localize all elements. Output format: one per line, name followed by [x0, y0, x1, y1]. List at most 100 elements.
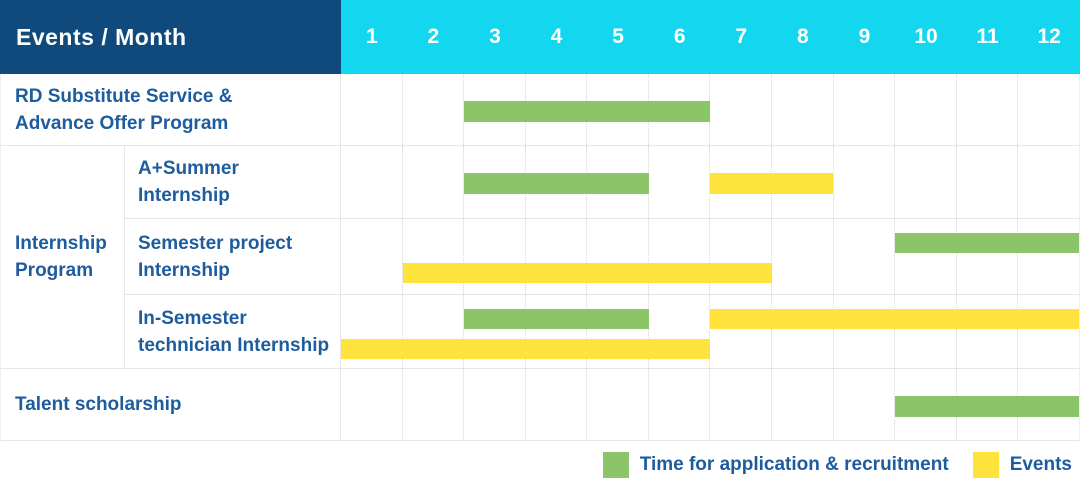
application-bar — [464, 309, 649, 329]
row-label: A+Summer Internship — [125, 146, 341, 218]
month-grid-cell — [894, 146, 956, 218]
month-grid-cell — [955, 74, 1018, 145]
month-grid-cell — [524, 295, 587, 368]
row-label-line: technician Internship — [138, 334, 330, 356]
month-grid-cell — [586, 219, 648, 294]
month-grid-cell — [771, 295, 833, 368]
month-grid-cell — [771, 369, 833, 440]
month-grid-cell — [341, 369, 402, 440]
row-track — [341, 295, 1079, 368]
application-bar — [464, 173, 649, 194]
month-grid-cell — [832, 74, 895, 145]
row-track — [341, 146, 1079, 218]
month-grid-cell — [894, 74, 956, 145]
legend-item-application: Time for application & recruitment — [602, 452, 949, 478]
month-header-6: 6 — [673, 25, 686, 48]
events-month-header-cell: Events / Month — [0, 0, 341, 74]
row-label: RD Substitute Service & Advance Offer Pro… — [1, 74, 341, 145]
legend: Time for application & recruitment Event… — [602, 452, 1072, 478]
month-header-8: 8 — [796, 25, 809, 48]
group-label-line: Internship — [15, 233, 107, 254]
row-track — [341, 74, 1079, 145]
legend-label: Time for application & recruitment — [639, 454, 949, 475]
month-grid-cell — [709, 369, 771, 440]
row-label-line: RD Substitute Service & — [15, 85, 233, 107]
month-grid-cell — [647, 219, 710, 294]
table-row: Semester project Internship — [125, 218, 1079, 294]
month-grid-cell — [401, 146, 464, 218]
month-grid-cell — [586, 369, 648, 440]
month-grid-cell — [771, 219, 833, 294]
table-row: A+Summer Internship — [125, 146, 1079, 218]
month-grid-cell — [955, 219, 1018, 294]
month-grid-cell — [1017, 146, 1079, 218]
table-row: In-Semester technician Internship — [125, 294, 1079, 368]
month-grid-cell — [832, 369, 895, 440]
row-track — [341, 219, 1079, 294]
row-track — [341, 369, 1079, 440]
group-label: Internship Program — [1, 146, 125, 368]
row-label-line: Internship — [138, 185, 230, 206]
month-header-11: 11 — [976, 25, 999, 48]
month-grid-cell — [463, 369, 525, 440]
row-label-line: A+Summer — [138, 158, 239, 179]
month-grid-cell — [955, 146, 1018, 218]
month-grid-cell — [709, 219, 771, 294]
month-grid-cell — [709, 74, 771, 145]
month-grid-cell — [894, 219, 956, 294]
month-header-12: 12 — [1037, 25, 1061, 48]
month-header-2: 2 — [427, 25, 440, 48]
internship-program-group: Internship Program A+Summer Internship Sem… — [1, 146, 1079, 369]
row-label: Semester project Internship — [125, 219, 341, 294]
month-grid-cell — [647, 146, 710, 218]
group-rows: A+Summer Internship Semester project Inter… — [125, 146, 1079, 368]
legend-item-events: Events — [972, 452, 1072, 478]
month-grid-cell — [647, 369, 710, 440]
event-bar — [710, 309, 1079, 329]
row-label-line: Advance Offer Program — [15, 112, 229, 134]
month-grid-cell — [463, 146, 525, 218]
month-grid-cell — [341, 146, 402, 218]
month-header-10: 10 — [914, 25, 938, 48]
month-header-9: 9 — [858, 25, 871, 48]
month-grid-cell — [832, 295, 895, 368]
group-label-line: Program — [15, 260, 94, 281]
month-grid-cell — [771, 74, 833, 145]
month-grid-cell — [401, 295, 464, 368]
table-header-row: Events / Month 1 2 3 4 5 6 7 8 9 10 11 12 — [0, 0, 1080, 74]
row-label: Talent scholarship — [1, 369, 341, 440]
row-label-line: Talent scholarship — [15, 394, 182, 415]
month-header-7: 7 — [735, 25, 748, 48]
month-grid-cell — [1017, 295, 1079, 368]
month-header-3: 3 — [489, 25, 501, 48]
month-header-4: 4 — [550, 25, 563, 48]
month-grid-cell — [1017, 74, 1079, 145]
month-grid-cell — [463, 74, 525, 145]
month-grid-cell — [341, 219, 402, 294]
green-swatch-icon — [602, 452, 629, 478]
month-grid-cell — [524, 369, 587, 440]
month-grid-cell — [709, 295, 771, 368]
month-grid-cell — [401, 219, 464, 294]
month-grid-cell — [955, 295, 1018, 368]
event-bar — [402, 263, 772, 283]
month-header-5: 5 — [612, 25, 624, 48]
application-bar — [894, 233, 1079, 253]
month-grid-cell — [647, 295, 710, 368]
event-bar — [341, 339, 710, 359]
month-grid-cell — [1017, 219, 1079, 294]
row-label-line: In-Semester — [138, 307, 247, 329]
month-grid-cell — [832, 146, 895, 218]
month-grid-cell — [463, 219, 525, 294]
event-bar — [710, 173, 833, 194]
yellow-swatch-icon — [972, 452, 999, 478]
row-label: In-Semester technician Internship — [125, 295, 341, 368]
month-grid-cell — [709, 146, 771, 218]
month-grid-cell — [341, 74, 402, 145]
row-label-line: Internship — [138, 259, 230, 281]
table-row: RD Substitute Service & Advance Offer Pro… — [1, 74, 1079, 146]
row-label-line: Semester project — [138, 232, 293, 254]
month-grid-cell — [586, 295, 648, 368]
application-bar — [894, 395, 1079, 417]
